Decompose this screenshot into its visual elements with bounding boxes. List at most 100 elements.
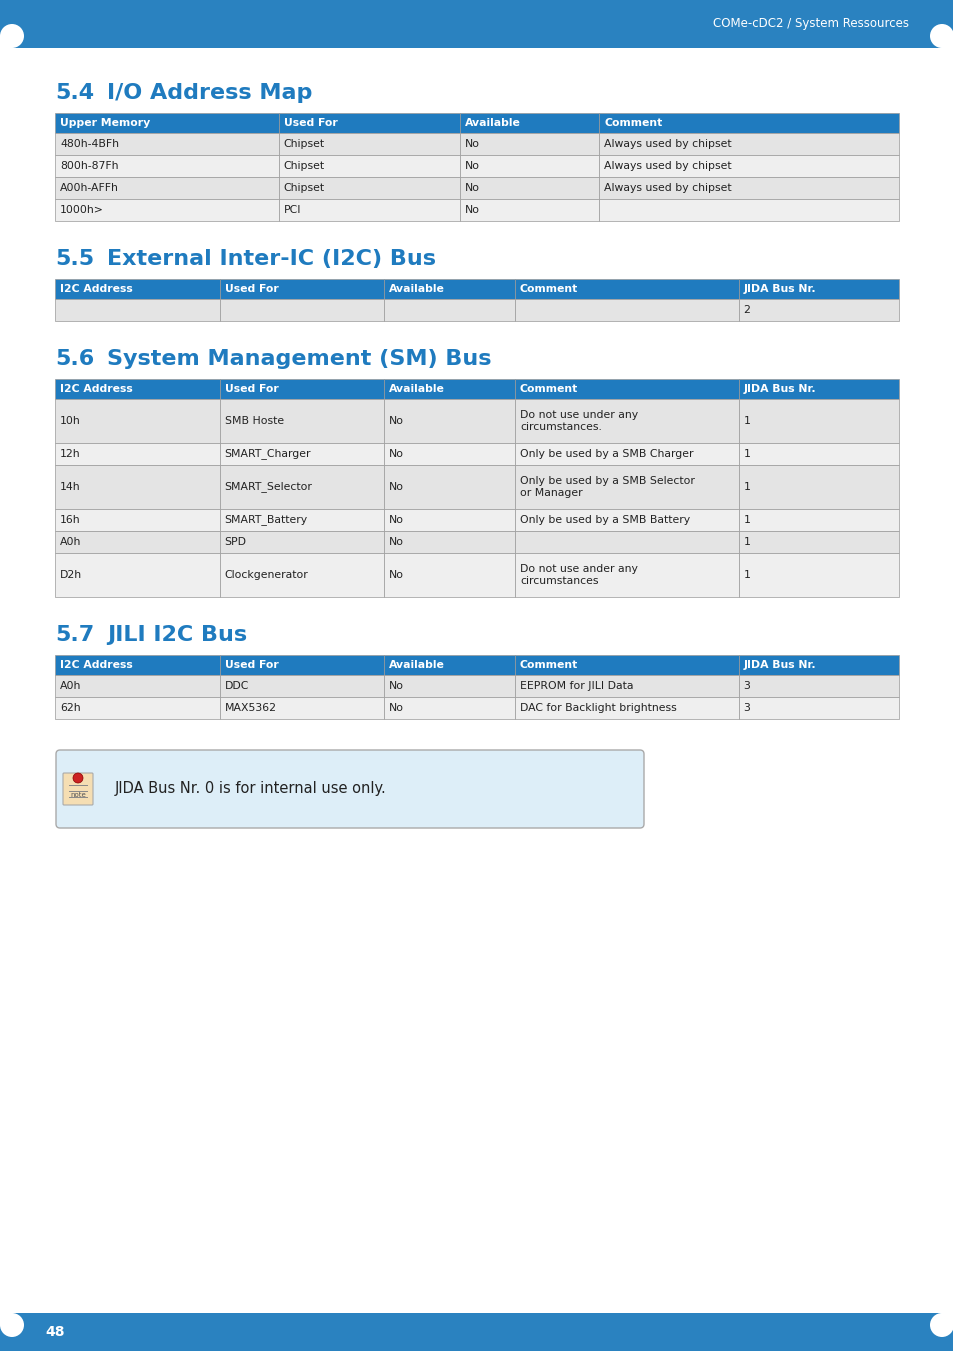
Bar xyxy=(278,113,459,132)
Text: 5.6: 5.6 xyxy=(55,349,94,369)
Text: No: No xyxy=(389,449,404,459)
Bar xyxy=(55,177,278,199)
Bar xyxy=(219,280,384,299)
Text: 3: 3 xyxy=(742,703,750,713)
Bar xyxy=(219,553,384,597)
Bar xyxy=(515,509,738,531)
Text: I2C Address: I2C Address xyxy=(60,661,132,670)
Text: No: No xyxy=(389,703,404,713)
Bar xyxy=(0,0,953,49)
Bar xyxy=(738,443,898,465)
Text: Used For: Used For xyxy=(224,661,278,670)
Text: A0h: A0h xyxy=(60,536,81,547)
Text: Only be used by a SMB Selector
or Manager: Only be used by a SMB Selector or Manage… xyxy=(519,476,694,497)
Bar xyxy=(738,676,898,697)
Text: COMe-cDC2 / System Ressources: COMe-cDC2 / System Ressources xyxy=(712,18,908,31)
Bar xyxy=(515,697,738,719)
Text: SMART_Charger: SMART_Charger xyxy=(224,449,311,459)
Text: No: No xyxy=(465,205,479,215)
Text: Available: Available xyxy=(389,284,444,295)
Text: 2: 2 xyxy=(742,305,750,315)
Text: DAC for Backlight brightness: DAC for Backlight brightness xyxy=(519,703,676,713)
Text: No: No xyxy=(389,681,404,690)
Bar xyxy=(515,531,738,553)
Bar xyxy=(55,280,219,299)
Bar xyxy=(515,443,738,465)
Bar xyxy=(219,509,384,531)
Text: 5.4: 5.4 xyxy=(55,82,94,103)
Text: Always used by chipset: Always used by chipset xyxy=(604,182,731,193)
Bar xyxy=(384,465,515,509)
Text: No: No xyxy=(389,482,404,492)
Bar xyxy=(941,36,953,49)
Text: A00h-AFFh: A00h-AFFh xyxy=(60,182,119,193)
Bar xyxy=(384,676,515,697)
FancyBboxPatch shape xyxy=(56,750,643,828)
Bar xyxy=(384,553,515,597)
Bar xyxy=(55,380,219,399)
Bar xyxy=(55,697,219,719)
Bar xyxy=(55,113,278,132)
Text: Available: Available xyxy=(389,661,444,670)
Text: No: No xyxy=(389,416,404,426)
Text: PCI: PCI xyxy=(283,205,301,215)
Text: 1: 1 xyxy=(742,536,750,547)
Text: 48: 48 xyxy=(45,1325,65,1339)
Bar xyxy=(0,1313,12,1325)
Bar xyxy=(738,465,898,509)
Bar xyxy=(55,299,219,322)
Text: No: No xyxy=(389,570,404,580)
Text: 1: 1 xyxy=(742,416,750,426)
Bar xyxy=(459,199,598,222)
Bar xyxy=(738,531,898,553)
Bar xyxy=(219,697,384,719)
Text: 12h: 12h xyxy=(60,449,81,459)
Bar xyxy=(515,655,738,676)
Text: No: No xyxy=(465,161,479,172)
Text: I2C Address: I2C Address xyxy=(60,384,132,394)
Circle shape xyxy=(929,1313,953,1337)
Text: 480h-4BFh: 480h-4BFh xyxy=(60,139,119,149)
Text: 1000h>: 1000h> xyxy=(60,205,104,215)
Text: D2h: D2h xyxy=(60,570,82,580)
Text: SMART_Battery: SMART_Battery xyxy=(224,515,308,526)
Text: Do not use under any
circumstances.: Do not use under any circumstances. xyxy=(519,411,638,432)
Bar xyxy=(738,399,898,443)
Text: Only be used by a SMB Charger: Only be used by a SMB Charger xyxy=(519,449,693,459)
Text: No: No xyxy=(465,139,479,149)
Text: JILI I2C Bus: JILI I2C Bus xyxy=(107,626,247,644)
Text: Upper Memory: Upper Memory xyxy=(60,118,150,128)
FancyBboxPatch shape xyxy=(63,773,92,805)
Text: JIDA Bus Nr. 0 is for internal use only.: JIDA Bus Nr. 0 is for internal use only. xyxy=(115,781,386,797)
Text: 62h: 62h xyxy=(60,703,81,713)
Bar xyxy=(515,553,738,597)
Text: Used For: Used For xyxy=(224,384,278,394)
Text: 1: 1 xyxy=(742,449,750,459)
Text: Clockgenerator: Clockgenerator xyxy=(224,570,308,580)
Text: JIDA Bus Nr.: JIDA Bus Nr. xyxy=(742,384,816,394)
Bar xyxy=(55,132,278,155)
Bar xyxy=(55,553,219,597)
Text: SPD: SPD xyxy=(224,536,246,547)
Bar xyxy=(384,443,515,465)
Bar xyxy=(55,509,219,531)
Text: 16h: 16h xyxy=(60,515,81,526)
Text: Chipset: Chipset xyxy=(283,139,324,149)
Bar xyxy=(55,399,219,443)
Text: 14h: 14h xyxy=(60,482,81,492)
Circle shape xyxy=(0,24,24,49)
Bar xyxy=(219,531,384,553)
Bar xyxy=(598,199,898,222)
Bar xyxy=(55,199,278,222)
Bar xyxy=(0,1313,953,1351)
Bar xyxy=(384,697,515,719)
Bar xyxy=(515,465,738,509)
Bar xyxy=(598,177,898,199)
Bar xyxy=(55,655,219,676)
Bar xyxy=(219,299,384,322)
Bar xyxy=(278,132,459,155)
Bar xyxy=(0,36,12,49)
Text: Available: Available xyxy=(389,384,444,394)
Text: Comment: Comment xyxy=(519,384,578,394)
Circle shape xyxy=(929,24,953,49)
